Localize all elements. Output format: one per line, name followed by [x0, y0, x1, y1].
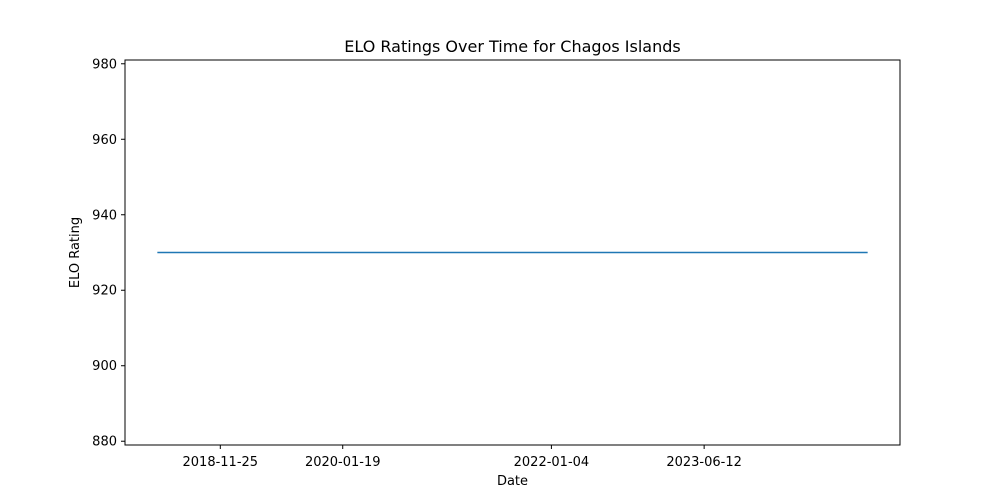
- x-tick-label: 2018-11-25: [183, 455, 259, 470]
- x-tick-label: 2023-06-12: [666, 455, 742, 470]
- plot-frame: [124, 59, 901, 446]
- x-tick-label: 2020-01-19: [305, 455, 381, 470]
- y-tick-label: 900: [92, 359, 117, 374]
- y-tick-label: 980: [92, 57, 117, 72]
- y-tick-label: 920: [92, 284, 117, 299]
- y-tick-label: 940: [92, 208, 117, 223]
- x-tick-label: 2022-01-04: [514, 455, 590, 470]
- x-axis-title: Date: [497, 474, 528, 489]
- x-axis: 2018-11-25 2020-01-19 2022-01-04 2023-06-12: [183, 445, 742, 470]
- plot-area: [124, 59, 901, 446]
- y-axis: 880 900 920 940 960 980: [92, 57, 125, 450]
- y-axis-title: ELO Rating: [68, 217, 83, 288]
- y-tick-label: 880: [92, 435, 117, 450]
- y-tick-label: 960: [92, 133, 117, 148]
- chart-title: ELO Ratings Over Time for Chagos Islands: [344, 37, 680, 56]
